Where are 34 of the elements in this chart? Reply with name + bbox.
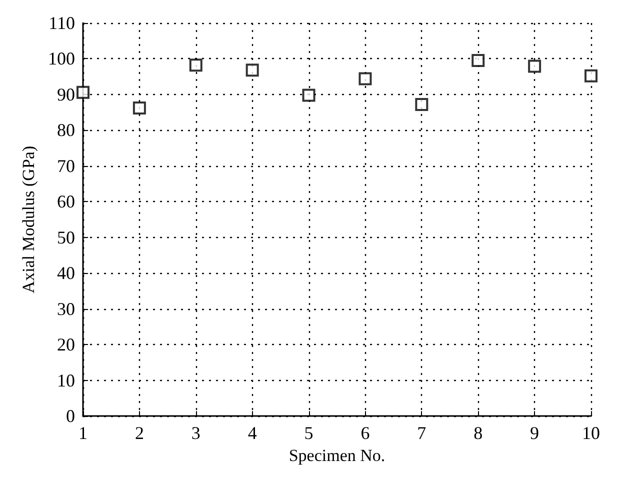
- y-tick-label: 30: [57, 298, 75, 319]
- y-tick-label: 90: [57, 84, 75, 104]
- x-tick-label: 3: [191, 423, 200, 444]
- x-tick-label: 8: [474, 423, 483, 444]
- point: [358, 72, 372, 86]
- point: [472, 54, 485, 68]
- y-tick-label: 110: [48, 13, 75, 33]
- x-tick-label: 4: [248, 423, 257, 444]
- point: [415, 98, 428, 111]
- y-tick-label: 20: [57, 334, 75, 355]
- y-tick-label: 0: [66, 406, 75, 426]
- y-tick-label: 40: [57, 263, 75, 284]
- x-tick-label: 5: [304, 423, 314, 444]
- x-tick-label: 1: [78, 423, 88, 444]
- point: [528, 60, 542, 73]
- y-tick-label: 10: [57, 370, 75, 390]
- point: [584, 69, 598, 82]
- x-tick-label: 2: [134, 423, 144, 444]
- y-tick-label: 80: [57, 120, 75, 140]
- point: [76, 86, 90, 99]
- y-tick-label: 50: [57, 227, 75, 248]
- x-tick-label: 7: [417, 423, 426, 444]
- point: [132, 102, 146, 115]
- point: [302, 88, 316, 102]
- y-tick-label: 70: [57, 156, 75, 176]
- point: [189, 58, 202, 72]
- x-tick-label: 6: [360, 423, 370, 444]
- point: [246, 64, 259, 77]
- y-tick-label: 60: [57, 192, 75, 212]
- x-tick-label: 9: [530, 423, 540, 444]
- y-tick-label: 100: [48, 48, 75, 69]
- x-tick-label: 10: [582, 423, 600, 444]
- y-axis-title: Axial Modulus (GPa): [19, 146, 38, 294]
- x-axis-title: Specimen No.: [288, 446, 386, 465]
